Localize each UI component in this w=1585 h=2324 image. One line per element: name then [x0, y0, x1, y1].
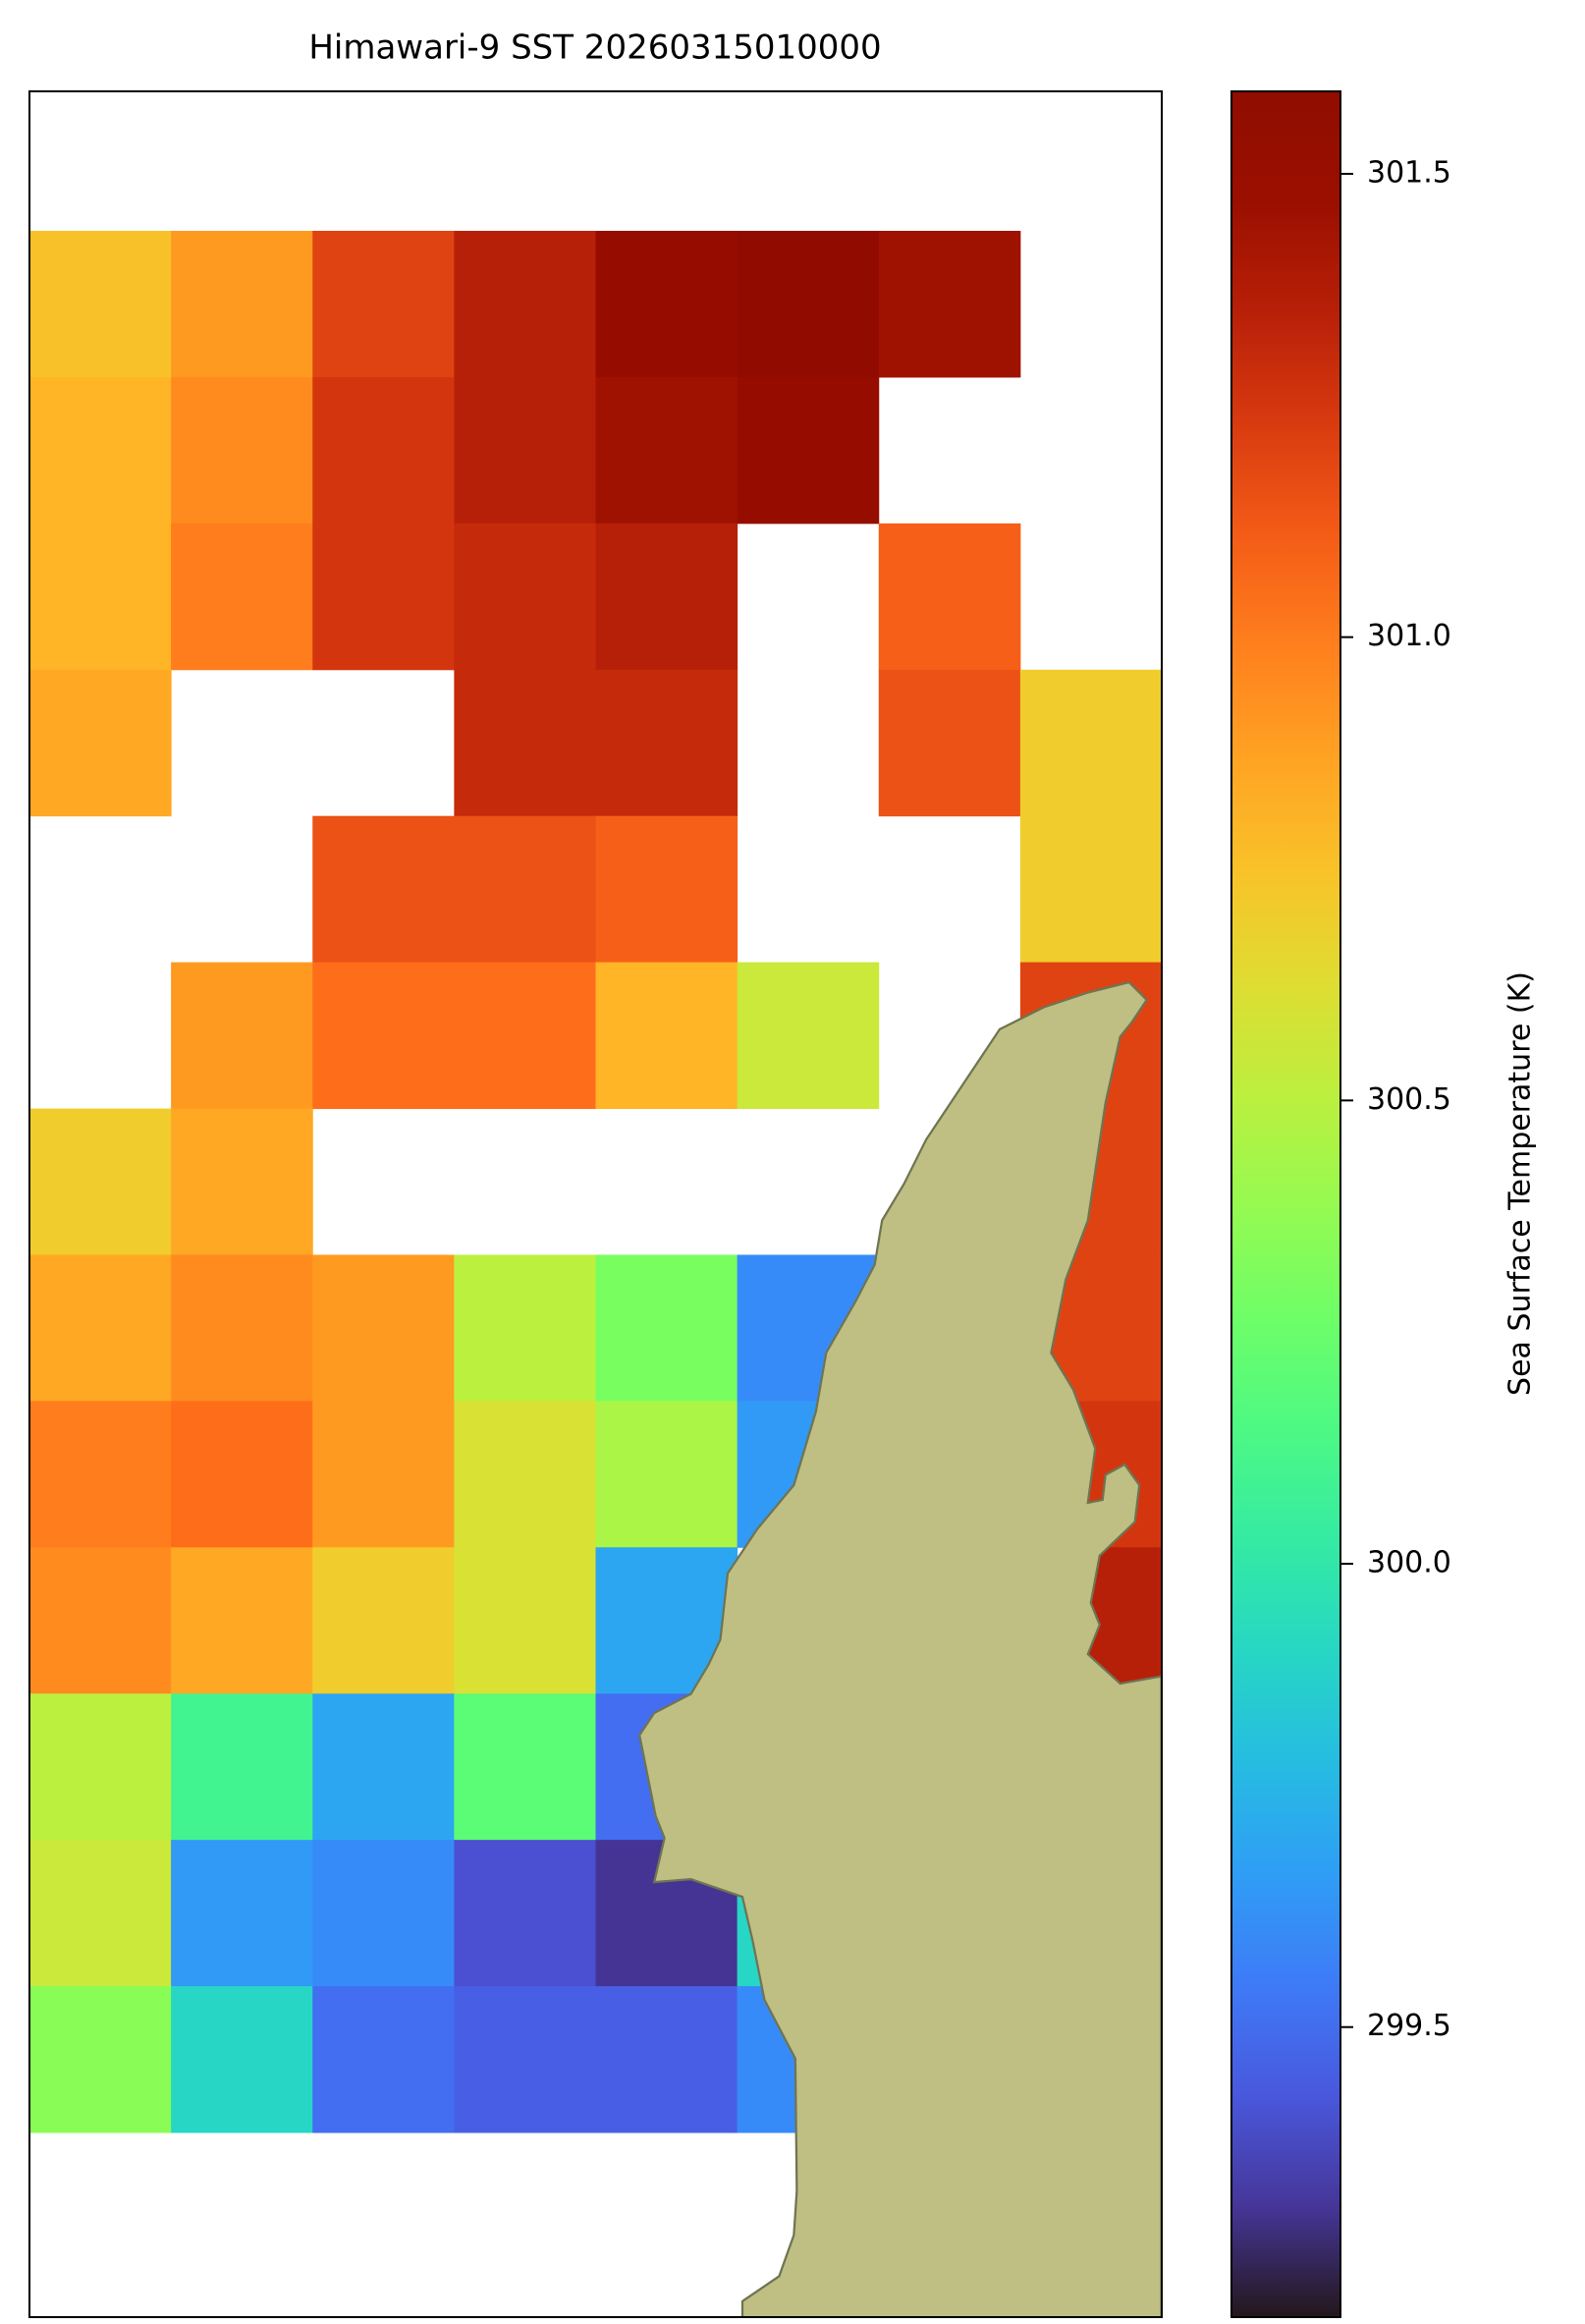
sst-cell — [29, 231, 172, 378]
sst-cell — [454, 1254, 596, 1402]
sst-cell — [29, 376, 172, 525]
map-frame — [28, 90, 1163, 2318]
colorbar-tick-label: 300.0 — [1367, 1546, 1451, 1580]
sst-cell — [454, 815, 596, 964]
colorbar — [1230, 90, 1341, 2318]
sst-cell — [171, 1401, 313, 1548]
sst-cell — [312, 1254, 455, 1402]
sst-cell — [312, 1401, 455, 1548]
sst-cell — [29, 1547, 172, 1694]
sst-cell — [737, 376, 880, 525]
sst-cell — [1019, 815, 1162, 964]
sst-cell — [171, 1547, 313, 1694]
sst-cell — [737, 231, 880, 378]
sst-cell — [312, 962, 455, 1110]
sst-cell — [454, 376, 596, 525]
chart-title: Himawari-9 SST 20260315010000 — [308, 28, 881, 68]
sst-cell — [312, 231, 455, 378]
sst-cell — [878, 231, 1021, 378]
sst-cell — [454, 1693, 596, 1841]
sst-cell — [171, 1840, 313, 1987]
sst-cell — [171, 231, 313, 378]
sst-cell — [171, 1693, 313, 1841]
sst-cell — [737, 962, 880, 1110]
land — [638, 980, 1162, 2317]
sst-cell — [29, 1254, 172, 1402]
sst-cell — [454, 1840, 596, 1987]
sst-cell — [454, 1986, 596, 2133]
sst-cell — [595, 1254, 738, 1402]
sst-cell — [454, 523, 596, 671]
sst-cell — [312, 815, 455, 964]
sst-cell — [171, 962, 313, 1110]
sst-cell — [171, 523, 313, 671]
sst-cell — [595, 376, 738, 525]
sst-cell — [454, 231, 596, 378]
sst-cell — [312, 523, 455, 671]
sst-cell — [29, 1693, 172, 1841]
sst-cell — [171, 1108, 313, 1255]
sst-cell — [29, 1401, 172, 1548]
land-layer — [638, 980, 1162, 2317]
sst-cell — [878, 669, 1021, 817]
colorbar-tick-label: 301.5 — [1367, 155, 1451, 190]
sst-cell — [29, 523, 172, 671]
sst-cell — [454, 1547, 596, 1694]
sst-cell — [595, 1986, 738, 2133]
colorbar-tick-label: 299.5 — [1367, 2009, 1451, 2043]
sst-cell — [29, 1986, 172, 2133]
colorbar-label: Sea Surface Temperature (K) — [1503, 971, 1538, 1396]
sst-cell — [312, 1840, 455, 1987]
sst-cell — [171, 1254, 313, 1402]
sst-cell — [595, 962, 738, 1110]
sst-cell — [312, 376, 455, 525]
colorbar-tick-label: 301.0 — [1367, 619, 1451, 653]
sst-cell — [595, 669, 738, 817]
sst-cell — [29, 669, 172, 817]
sst-cell — [29, 1108, 172, 1255]
sst-cell — [595, 523, 738, 671]
sst-cell — [595, 231, 738, 378]
sst-cell — [171, 1986, 313, 2133]
sst-cell — [454, 669, 596, 817]
sst-cell — [454, 962, 596, 1110]
sst-cell — [595, 1401, 738, 1548]
sst-cell — [312, 1547, 455, 1694]
colorbar-tick-label: 300.5 — [1367, 1082, 1451, 1117]
sst-cell — [454, 1401, 596, 1548]
sst-cell — [878, 523, 1021, 671]
sst-cell — [29, 1840, 172, 1987]
sst-cell — [171, 376, 313, 525]
sst-cell — [312, 1693, 455, 1841]
sst-cell — [312, 1986, 455, 2133]
sst-cell — [595, 815, 738, 964]
sst-cell — [1019, 669, 1162, 817]
